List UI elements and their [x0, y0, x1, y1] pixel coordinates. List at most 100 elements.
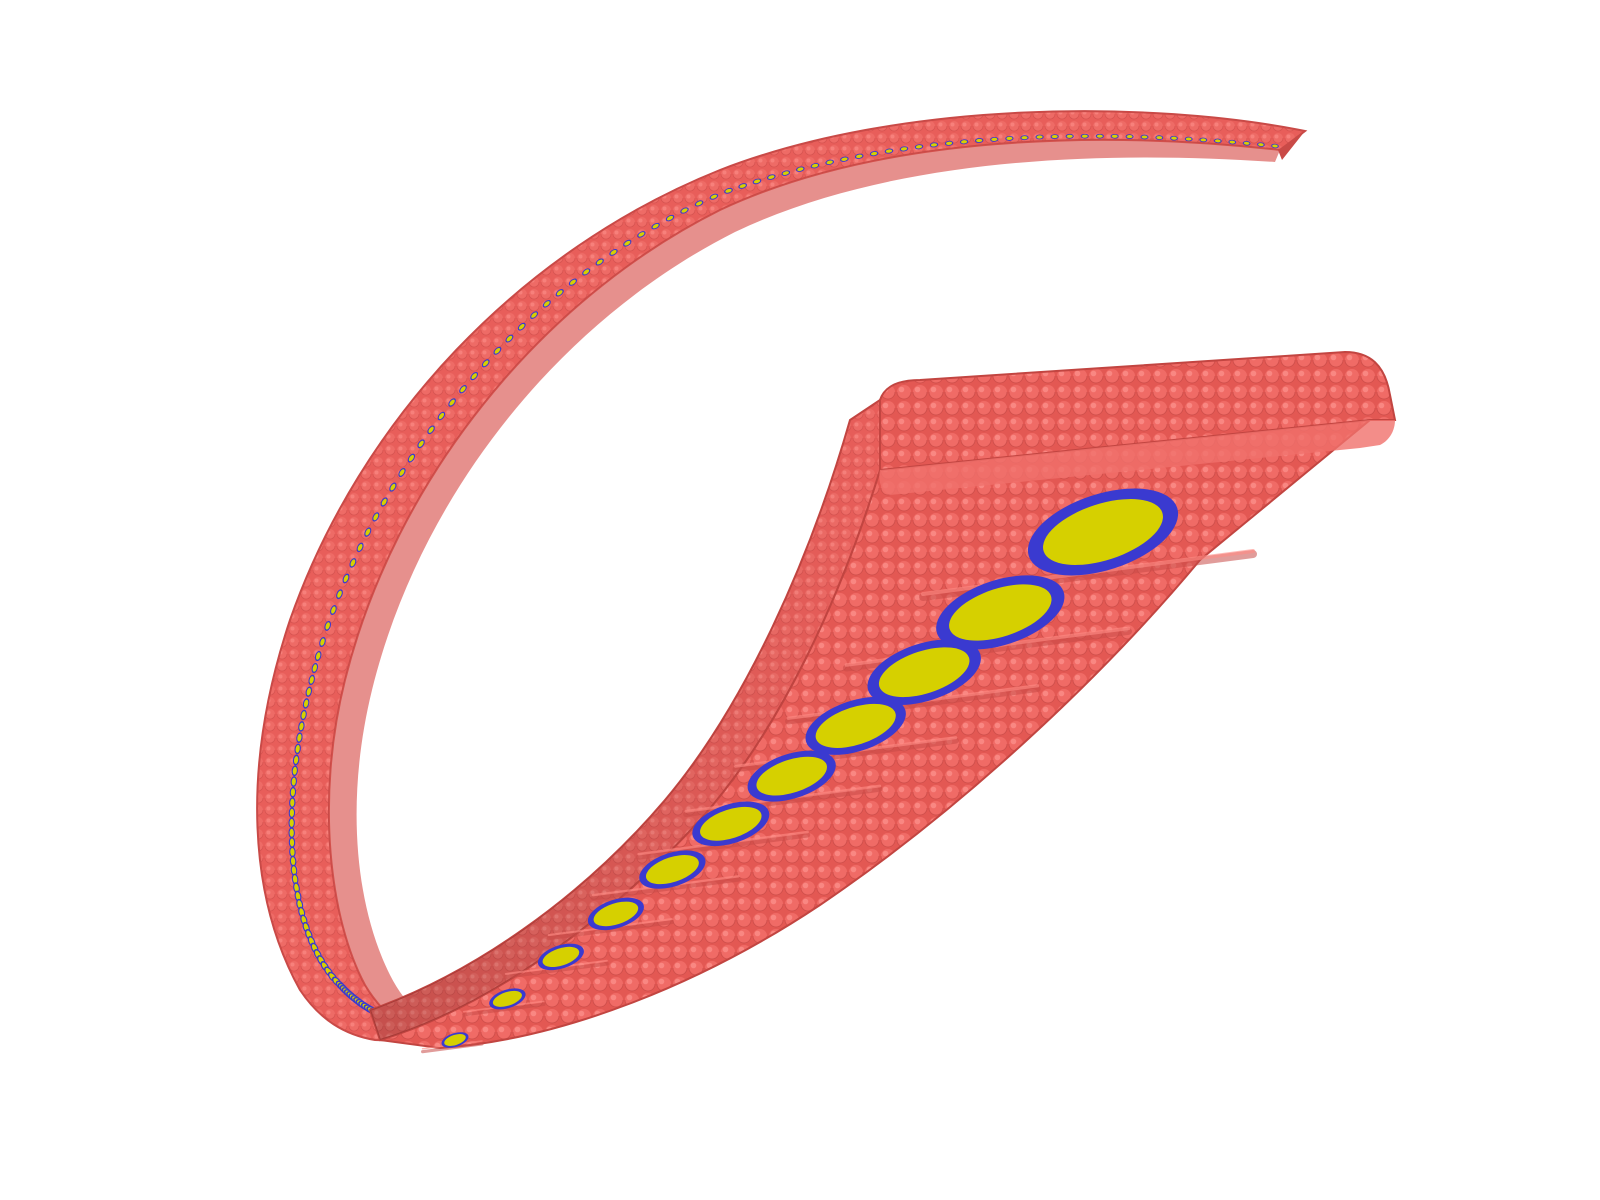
small-inclusion-core — [856, 154, 863, 159]
large-inclusion-core — [444, 1034, 466, 1046]
small-inclusion-core — [797, 167, 804, 172]
small-inclusion-core — [289, 828, 294, 837]
small-inclusion-core — [1272, 144, 1278, 148]
small-inclusion-core — [1185, 137, 1192, 141]
block-ridge — [546, 920, 674, 941]
small-inclusion-core — [365, 528, 371, 536]
small-inclusion-core — [506, 335, 513, 342]
small-inclusion-core — [1126, 135, 1133, 139]
small-inclusion-core — [1006, 136, 1013, 141]
small-inclusion-core — [438, 412, 445, 420]
small-inclusion-core — [320, 638, 325, 646]
small-inclusion-core — [1200, 138, 1207, 142]
large-inclusions-group — [441, 488, 1179, 1048]
small-inclusion-core — [297, 900, 302, 909]
small-inclusion-core — [295, 892, 301, 901]
small-inclusion-core — [292, 766, 297, 775]
small-inclusion-core — [696, 201, 703, 206]
small-inclusion-core — [408, 454, 414, 462]
small-inclusion-core — [289, 838, 295, 847]
small-inclusion-core — [312, 664, 317, 672]
small-inclusion-core — [624, 240, 631, 246]
block-ridge — [636, 832, 811, 860]
small-inclusion-core — [569, 279, 576, 285]
small-inclusion-core — [390, 483, 396, 491]
large-inclusion-core — [949, 584, 1052, 641]
small-inclusion-core — [297, 733, 302, 742]
small-inclusion-core — [1096, 134, 1103, 138]
small-inclusion-core — [976, 138, 983, 143]
small-inclusion-core — [1229, 140, 1236, 144]
small-inclusion-core — [870, 151, 878, 156]
small-inclusion-core — [543, 301, 550, 307]
small-inclusion-core — [290, 798, 295, 807]
small-inclusion-core — [1243, 141, 1250, 145]
small-inclusion-core — [681, 208, 688, 213]
small-inclusion-core — [350, 559, 356, 567]
block-top-rim — [879, 420, 1395, 495]
small-inclusion-core — [295, 745, 300, 753]
small-inclusion-core — [290, 857, 296, 866]
large-inclusion-core — [878, 647, 970, 698]
block-ridge — [503, 961, 609, 979]
small-inclusion-core — [652, 223, 659, 229]
small-inclusion-core — [1051, 135, 1058, 139]
block-ridge — [462, 1002, 546, 1017]
small-inclusion-core — [293, 756, 299, 764]
small-inclusion-core — [753, 179, 761, 184]
small-inclusion-core — [1111, 134, 1118, 138]
small-inclusion-core — [1258, 143, 1264, 147]
small-inclusion-core — [930, 143, 938, 147]
curved-thin-strip — [256, 110, 1308, 1043]
small-inclusion-core — [583, 269, 590, 275]
small-inclusion-core — [494, 347, 501, 354]
small-inclusion-core — [596, 259, 603, 265]
small-inclusion-core — [710, 194, 718, 199]
small-inclusion-core — [739, 184, 746, 188]
large-inclusion-core — [1043, 499, 1163, 565]
small-inclusion-core — [316, 652, 321, 660]
small-inclusion-core — [725, 188, 732, 193]
small-inclusion-core — [518, 323, 525, 330]
large-inclusion-core — [542, 946, 580, 967]
small-inclusion-core — [1156, 136, 1163, 140]
small-inclusion-core — [290, 847, 295, 857]
small-inclusion-core — [291, 777, 296, 786]
small-inclusion-core — [531, 312, 537, 318]
small-inclusion-core — [331, 606, 336, 614]
small-inclusion-core — [289, 818, 294, 827]
large-inclusion-core — [700, 806, 762, 841]
small-inclusion-core — [768, 175, 775, 179]
block-ridge — [421, 1042, 484, 1054]
large-inclusion-core — [492, 990, 522, 1007]
large-inclusion-core — [645, 855, 699, 885]
small-inclusion-core — [381, 498, 387, 506]
small-inclusion-core — [900, 147, 908, 151]
small-inclusion-core — [482, 360, 489, 367]
small-inclusion-core — [610, 249, 617, 255]
small-inclusion-core — [1141, 135, 1148, 139]
block-ridge — [590, 877, 741, 901]
small-inclusion-core — [428, 426, 434, 433]
small-inclusion-core — [399, 469, 405, 476]
small-inclusion-core — [915, 145, 923, 149]
large-inclusion-core — [815, 703, 896, 748]
small-inclusion-core — [299, 908, 305, 917]
small-inclusion-core — [373, 513, 379, 521]
small-inclusion-core — [357, 543, 363, 551]
small-inclusion-core — [290, 788, 295, 797]
small-inclusion-core — [638, 232, 645, 237]
large-inclusion-core — [593, 901, 639, 927]
small-inclusion-core — [343, 574, 349, 583]
small-inclusion-core — [325, 622, 330, 630]
small-inclusion-core — [991, 137, 998, 142]
small-inclusion-core — [289, 808, 294, 817]
small-inclusion-core — [666, 215, 674, 221]
small-inclusion-core — [449, 399, 455, 406]
small-inclusion-core — [292, 875, 298, 884]
small-inclusion-core — [337, 590, 342, 598]
small-inclusion-core — [782, 171, 789, 175]
small-inclusion-core — [309, 676, 314, 684]
small-inclusion-core — [291, 866, 297, 875]
small-inclusion-core — [946, 141, 953, 145]
